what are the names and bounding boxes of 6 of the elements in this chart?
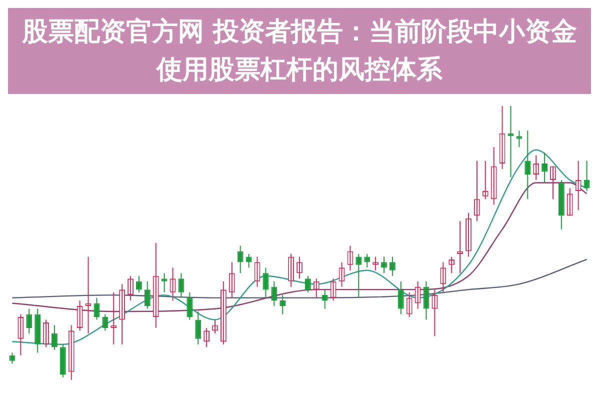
candlestick xyxy=(516,130,522,148)
candlestick xyxy=(457,221,463,274)
chart-title: 股票配资官方网 投资者报告：当前阶段中小资金使用股票杠杆的风控体系 xyxy=(20,16,578,87)
candlestick xyxy=(110,292,117,344)
candlestick xyxy=(161,273,168,292)
candlestick xyxy=(372,256,378,270)
